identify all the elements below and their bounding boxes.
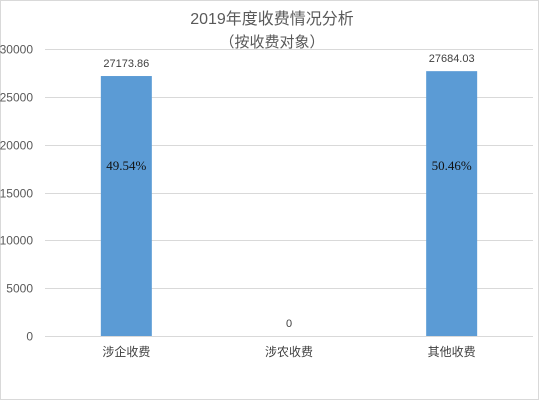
bar-percent-label: 49.54% <box>106 158 146 173</box>
bar-percent-label: 50.46% <box>432 158 472 173</box>
y-tick-label: 25000 <box>0 91 33 105</box>
x-category-label: 涉企收费 <box>102 344 150 359</box>
y-tick-label: 10000 <box>0 234 33 248</box>
y-tick-label: 30000 <box>0 43 33 57</box>
data-label: 0 <box>286 318 292 330</box>
bar <box>100 76 152 336</box>
x-category-label: 涉农收费 <box>265 345 313 359</box>
y-tick-label: 5000 <box>6 282 33 296</box>
y-tick-label: 15000 <box>0 187 33 201</box>
x-axis: 涉企收费 涉农收费 其他收费 <box>102 344 475 359</box>
chart-subtitle: （按收费对象） <box>219 34 324 51</box>
chart-title: 2019年度收费情况分析 <box>190 10 354 28</box>
y-tick-label: 20000 <box>0 139 33 153</box>
bar <box>426 71 478 336</box>
y-tick-label: 0 <box>26 330 33 344</box>
data-label: 27173.86 <box>103 58 149 70</box>
y-axis: 0 5000 10000 15000 20000 25000 30000 <box>0 43 33 344</box>
bars: 27173.86 49.54% 0 27684.03 50.46% <box>100 53 478 336</box>
x-category-label: 其他收费 <box>428 345 476 359</box>
data-label: 27684.03 <box>429 53 475 65</box>
